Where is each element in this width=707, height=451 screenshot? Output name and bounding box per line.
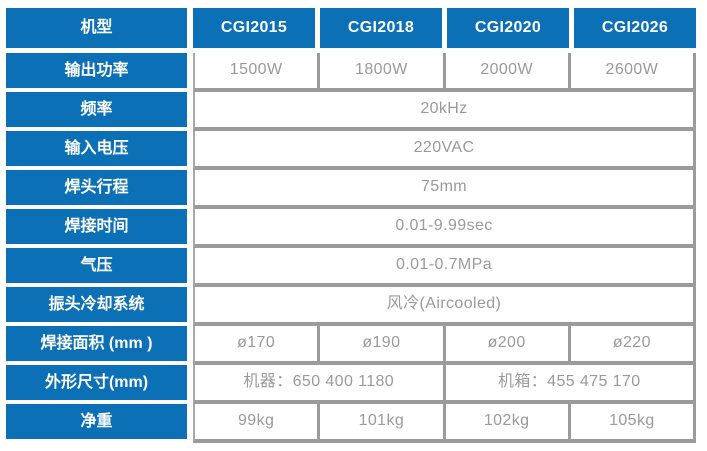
value-cell: 102kg xyxy=(442,404,568,439)
value-cell: ø200 xyxy=(442,326,568,361)
value-cell: ø170 xyxy=(237,334,276,351)
product-spec-table: 机型 CGI2015 CGI2018 CGI2020 CGI2026 输出功率 … xyxy=(6,8,696,443)
table-row-frequency: 频率 20kHz xyxy=(6,92,696,131)
model-name: CGI2026 xyxy=(574,8,696,48)
value-cell-half-span: 机器：650 400 1180 xyxy=(243,373,395,390)
row-label: 焊头行程 xyxy=(6,170,187,205)
row-values: 风冷(Aircooled) xyxy=(193,287,696,326)
row-label: 焊接时间 xyxy=(6,209,187,244)
model-name: CGI2018 xyxy=(320,8,442,48)
row-values: 0.01-9.99sec xyxy=(193,209,696,248)
value-cell-half-span: 机箱：455 475 170 xyxy=(442,365,694,400)
row-label: 振头冷却系统 xyxy=(6,287,187,322)
value-cell: 2000W xyxy=(442,53,568,88)
model-name: CGI2020 xyxy=(447,8,569,48)
table-row-dimensions: 外形尺寸(mm) 机器：650 400 1180 机箱：455 475 170 xyxy=(6,365,696,404)
value-cell-span: 220VAC xyxy=(413,139,475,156)
row-label: 频率 xyxy=(6,92,187,127)
value-cell: 2600W xyxy=(567,53,693,88)
row-values: ø170 ø190 ø200 ø220 xyxy=(193,326,696,365)
row-label: 输入电压 xyxy=(6,131,187,166)
table-row-input-voltage: 输入电压 220VAC xyxy=(6,131,696,170)
value-cell-span: 0.01-0.7MPa xyxy=(395,256,492,273)
value-cell-span: 20kHz xyxy=(420,100,468,117)
table-row-welding-time: 焊接时间 0.01-9.99sec xyxy=(6,209,696,248)
table-row-air-pressure: 气压 0.01-0.7MPa xyxy=(6,248,696,287)
value-cell-span: 0.01-9.99sec xyxy=(395,217,493,234)
row-label: 输出功率 xyxy=(6,53,187,88)
row-values: 75mm xyxy=(193,170,696,209)
table-row-net-weight: 净重 99kg 101kg 102kg 105kg xyxy=(6,404,696,443)
row-label: 气压 xyxy=(6,248,187,283)
row-label: 净重 xyxy=(6,404,187,439)
value-cell: 99kg xyxy=(237,412,275,429)
value-cell: ø220 xyxy=(567,326,693,361)
row-values: 1500W 1800W 2000W 2600W xyxy=(193,53,696,92)
table-row-stroke: 焊头行程 75mm xyxy=(6,170,696,209)
value-cell-span: 75mm xyxy=(420,178,468,195)
table-row-output-power: 输出功率 1500W 1800W 2000W 2600W xyxy=(6,53,696,92)
value-cell: 1500W xyxy=(229,61,283,78)
table-row-cooling-system: 振头冷却系统 风冷(Aircooled) xyxy=(6,287,696,326)
row-values: 机器：650 400 1180 机箱：455 475 170 xyxy=(193,365,696,404)
table-row-welding-area: 焊接面积 (mm ) ø170 ø190 ø200 ø220 xyxy=(6,326,696,365)
row-values: 99kg 101kg 102kg 105kg xyxy=(193,404,696,443)
value-cell: 101kg xyxy=(317,404,442,439)
row-values: 0.01-0.7MPa xyxy=(193,248,696,287)
value-cell: 1800W xyxy=(317,53,442,88)
value-cell-span: 风冷(Aircooled) xyxy=(386,295,502,312)
value-cell: ø190 xyxy=(317,326,442,361)
header-label-model: 机型 xyxy=(6,8,187,48)
header-model-cells: CGI2015 CGI2018 CGI2020 CGI2026 xyxy=(193,8,696,48)
row-label: 焊接面积 (mm ) xyxy=(6,326,187,361)
value-cell: 105kg xyxy=(567,404,693,439)
row-values: 220VAC xyxy=(193,131,696,170)
model-name: CGI2015 xyxy=(193,8,315,48)
row-values: 20kHz xyxy=(193,92,696,131)
row-label: 外形尺寸(mm) xyxy=(6,365,187,400)
table-header-row: 机型 CGI2015 CGI2018 CGI2020 CGI2026 xyxy=(6,8,696,48)
